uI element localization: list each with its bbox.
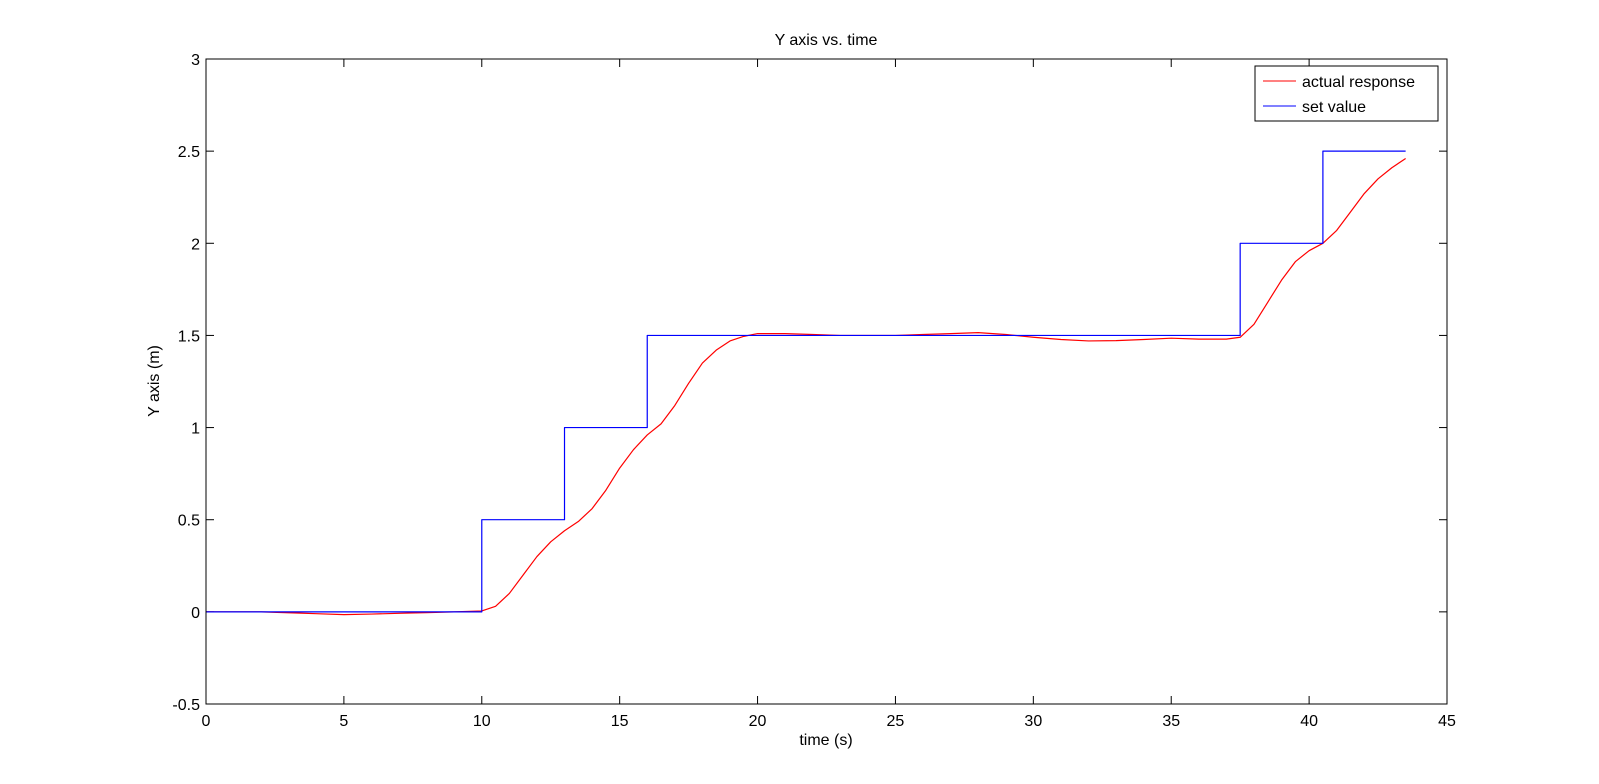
plot-frame (205, 58, 1448, 705)
x-tick-label: 5 (339, 713, 348, 730)
y-tick-label: 3 (191, 52, 200, 69)
legend-label-set-value: set value (1302, 99, 1366, 116)
chart-title: Y axis vs. time (775, 32, 878, 49)
x-tick-label: 10 (473, 713, 491, 730)
plot-area (206, 59, 1447, 704)
series-line-set-value (206, 150, 1406, 613)
x-axis-label: time (s) (799, 732, 852, 749)
y-tick-label: 0.5 (178, 513, 200, 530)
y-tick-label: 2.5 (178, 144, 200, 161)
series-lines (206, 150, 1406, 616)
x-tick-label: 35 (1162, 713, 1180, 730)
y-tick-label: 0 (191, 605, 200, 622)
x-tick-label: 0 (202, 713, 211, 730)
y-tick-label: -0.5 (172, 697, 200, 714)
y-tick-label: 2 (191, 236, 200, 253)
legend-box (1254, 65, 1439, 122)
axis-ticks: 0 5 10 15 20 25 30 35 40 45-0.500.511.522.53 (172, 52, 1456, 730)
y-axis-label: Y axis (m) (146, 345, 163, 417)
x-tick-label: 25 (887, 713, 905, 730)
legend-label-actual-response: actual response (1302, 74, 1415, 91)
x-tick-label: 45 (1438, 713, 1456, 730)
x-tick-label: 20 (749, 713, 767, 730)
legend: actual response set value (1254, 65, 1439, 122)
x-tick-label: 15 (611, 713, 629, 730)
y-tick-label: 1 (191, 421, 200, 438)
x-tick-label: 30 (1024, 713, 1042, 730)
x-tick-label: 40 (1300, 713, 1318, 730)
y-tick-label: 1.5 (178, 328, 200, 345)
